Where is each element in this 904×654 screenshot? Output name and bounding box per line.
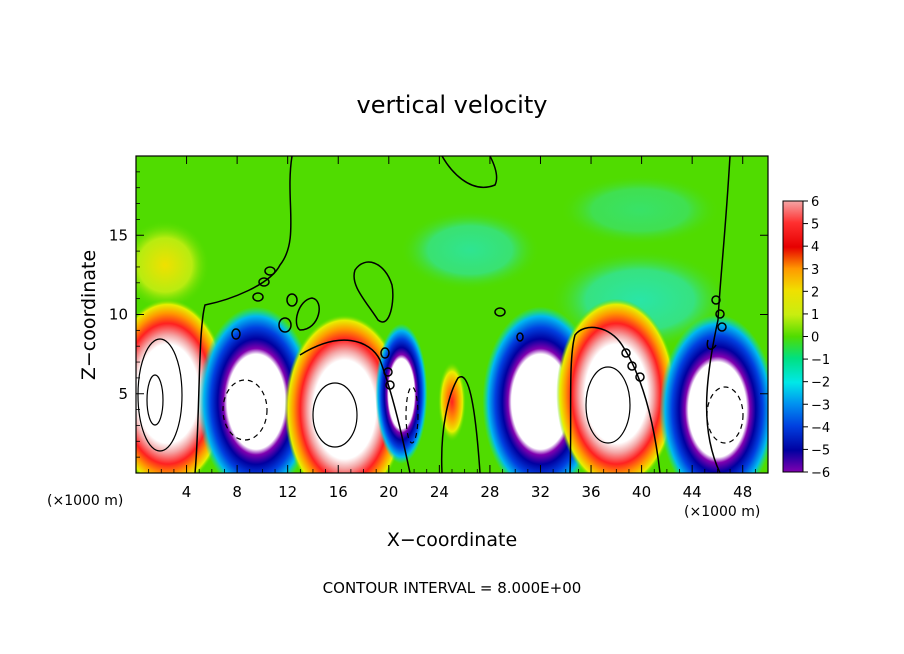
contour-oval bbox=[380, 347, 390, 359]
x-tick-label: 24 bbox=[430, 483, 449, 501]
colorbar-label: 4 bbox=[811, 240, 819, 255]
contour-inner bbox=[137, 338, 183, 452]
x-tick-label: 16 bbox=[329, 483, 348, 501]
x-tick-label: 12 bbox=[278, 483, 297, 501]
cell-downdraft bbox=[198, 306, 315, 473]
x-tick-label: 48 bbox=[733, 483, 752, 501]
cell-updraft bbox=[556, 298, 677, 473]
contour-oval bbox=[278, 317, 292, 333]
contour-line bbox=[194, 156, 293, 473]
contour-oval bbox=[711, 295, 721, 305]
y-axis: 5 10 15 bbox=[109, 171, 768, 458]
y-tick-label: 10 bbox=[109, 306, 128, 324]
colorbar-label: 0 bbox=[811, 331, 819, 346]
y-tick-label: 15 bbox=[109, 226, 128, 244]
contour-oval bbox=[717, 322, 727, 332]
contour-inner-dashed bbox=[222, 379, 268, 441]
colorbar-label: −6 bbox=[811, 466, 830, 481]
x-unit-label-right: (×1000 m) bbox=[684, 504, 760, 520]
x-tick-label: 20 bbox=[379, 483, 398, 501]
x-axis: 4 8 12 16 20 24 28 32 36 40 44 48 bbox=[148, 156, 756, 501]
y-tick-label: 5 bbox=[118, 385, 128, 403]
colorbar-label: 5 bbox=[811, 218, 819, 233]
field-cyan-patch bbox=[560, 175, 720, 245]
colorbar-label: −4 bbox=[811, 421, 830, 436]
x-unit-label-left: (×1000 m) bbox=[47, 493, 123, 509]
contour-interval-note: CONTOUR INTERVAL = 8.000E+00 bbox=[323, 579, 582, 597]
colorbar-label: −2 bbox=[811, 376, 830, 391]
contour-inner bbox=[146, 374, 164, 426]
colorbar-label: 6 bbox=[811, 195, 819, 210]
colorbar-fill bbox=[782, 200, 804, 473]
field-cyan-patch bbox=[400, 210, 540, 290]
x-tick-label: 32 bbox=[531, 483, 550, 501]
contour-line bbox=[569, 326, 661, 473]
colorbar: 6 5 4 3 2 1 0 −1 −2 −3 −4 −5 −6 bbox=[782, 195, 830, 481]
x-tick-label: 4 bbox=[182, 483, 192, 501]
contour-oval bbox=[516, 332, 524, 342]
contour-inner-dashed bbox=[706, 386, 744, 444]
contour-inner bbox=[585, 366, 631, 444]
contour-line bbox=[441, 156, 498, 188]
x-tick-label: 28 bbox=[480, 483, 499, 501]
colorbar-label: −1 bbox=[811, 353, 830, 368]
cell-downdraft bbox=[375, 323, 428, 464]
contour-oval bbox=[715, 309, 725, 319]
contour-line bbox=[295, 297, 320, 331]
contour-lines bbox=[137, 156, 744, 473]
cell-updraft bbox=[284, 314, 405, 473]
contour-line bbox=[706, 339, 717, 350]
x-tick-label: 40 bbox=[632, 483, 651, 501]
contour-inner-dashed bbox=[405, 386, 419, 444]
colorbar-label: −5 bbox=[811, 443, 830, 458]
contour-oval bbox=[627, 361, 637, 371]
contour-oval bbox=[264, 266, 276, 276]
cell-updraft bbox=[438, 361, 466, 442]
colorbar-label: 3 bbox=[811, 263, 819, 278]
colorbar-label: 1 bbox=[811, 308, 819, 323]
chart-title: vertical velocity bbox=[357, 91, 548, 119]
x-tick-label: 8 bbox=[232, 483, 242, 501]
contour-oval bbox=[252, 292, 264, 302]
colorbar-label: 2 bbox=[811, 285, 819, 300]
contour-line bbox=[353, 261, 394, 323]
contour-oval bbox=[494, 307, 506, 317]
x-axis-title: X−coordinate bbox=[387, 529, 517, 551]
contour-oval bbox=[621, 348, 631, 358]
contour-oval bbox=[385, 380, 395, 390]
contour-oval bbox=[286, 293, 298, 307]
contour-line bbox=[440, 376, 481, 473]
field-yellow-patch bbox=[136, 220, 210, 310]
x-tick-label: 36 bbox=[581, 483, 600, 501]
y-axis-title: Z−coordinate bbox=[78, 250, 100, 380]
x-tick-label: 44 bbox=[683, 483, 702, 501]
contour-oval bbox=[383, 367, 393, 377]
contour-oval bbox=[231, 328, 241, 340]
cell-downdraft bbox=[659, 314, 768, 473]
contour-oval bbox=[635, 372, 645, 382]
contour-line bbox=[705, 156, 731, 473]
contour-oval bbox=[258, 277, 270, 287]
velocity-field bbox=[136, 156, 768, 473]
contour-line bbox=[299, 339, 411, 473]
contour-inner bbox=[312, 382, 358, 448]
colorbar-label: −3 bbox=[811, 398, 830, 413]
